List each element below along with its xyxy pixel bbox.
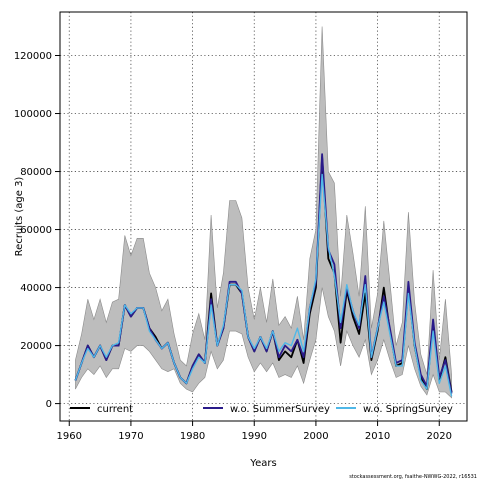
confidence-band — [75, 26, 452, 399]
confidence-band-area — [75, 26, 452, 399]
legend: current w.o. SummerSurvey w.o. SpringSurve… — [70, 404, 453, 415]
y-tick-label: 0 — [46, 399, 52, 410]
y-tick-label: 100000 — [14, 109, 52, 120]
x-tick-label: 1960 — [57, 431, 82, 442]
y-tick-label: 80000 — [20, 167, 52, 178]
legend-label-2: w.o. SummerSurvey — [230, 404, 330, 415]
x-tick-label: 2000 — [303, 431, 328, 442]
x-tick-label: 2010 — [365, 431, 390, 442]
x-tick-label: 1970 — [118, 431, 143, 442]
x-tick-label: 2020 — [427, 431, 452, 442]
series-line-3 — [74, 173, 453, 397]
x-axis: 1960 1970 1980 1990 2000 2010 2020 — [57, 421, 452, 442]
x-tick-label: 1990 — [242, 431, 267, 442]
legend-label-3: w.o. SpringSurvey — [363, 404, 453, 415]
y-tick-label: 40000 — [20, 283, 52, 294]
y-axis-title: Recruits (age 3) — [14, 177, 25, 257]
y-axis: 0 20000 40000 60000 80000 100000 120000 — [14, 51, 60, 410]
credit-text: stockassessment.org, fsaithe-NWWG-2022, … — [349, 474, 477, 480]
series-lines — [74, 153, 453, 397]
y-tick-label: 60000 — [20, 225, 52, 236]
x-axis-title: Years — [249, 458, 276, 469]
y-tick-label: 120000 — [14, 51, 52, 62]
legend-label-1: current — [97, 404, 133, 415]
y-tick-label: 20000 — [20, 341, 52, 352]
plot-frame — [59, 11, 468, 422]
x-tick-label: 1980 — [180, 431, 205, 442]
